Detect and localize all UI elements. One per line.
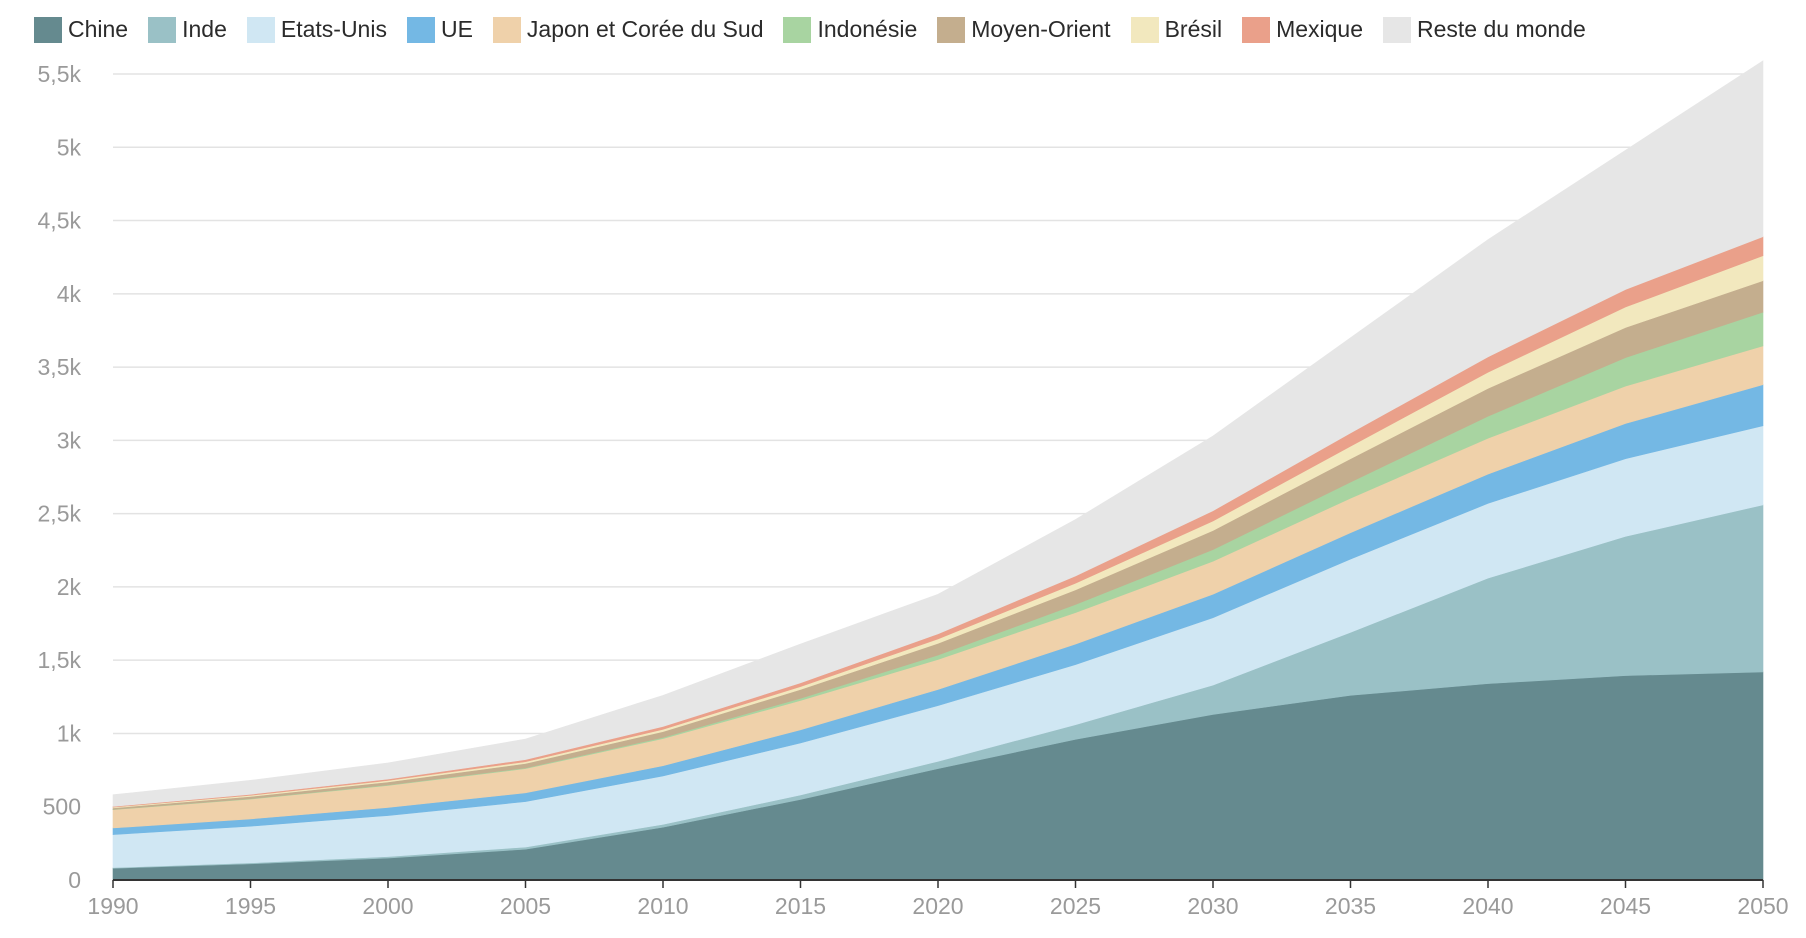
x-tick-label: 2000 [362,893,413,919]
legend-swatch-japon-coree [492,16,521,43]
legend-item-ue[interactable]: UE [406,16,473,43]
y-tick-label: 1,5k [38,647,82,673]
x-tick-label: 1990 [87,893,138,919]
y-tick-label: 1k [57,720,82,746]
legend-item-etats-unis[interactable]: Etats-Unis [246,16,387,43]
y-tick-label: 5,5k [38,61,82,87]
y-axis: 0 500 1k 1,5k 2k 2,5k 3k 3,5k 4k 4,5k 5k 5,5k [38,61,82,893]
x-tick-label: 2025 [1050,893,1101,919]
legend-swatch-inde [148,16,177,43]
legend-item-moyen-orient[interactable]: Moyen-Orient [937,16,1111,43]
x-tick-label: 2045 [1600,893,1651,919]
legend-label-etats-unis: Etats-Unis [280,16,387,42]
legend-swatch-ue [406,16,435,43]
x-tick-label: 2030 [1187,893,1238,919]
legend-item-indonesie[interactable]: Indonésie [783,16,917,43]
legend-label-mexique: Mexique [1276,16,1364,42]
legend-item-bresil[interactable]: Brésil [1130,16,1223,43]
x-tick-label: 1995 [225,893,276,919]
legend-swatch-mexique [1242,16,1271,43]
legend-item-japon-coree[interactable]: Japon et Corée du Sud [492,16,764,43]
legend: Chine Inde Etats-Unis UE Japon et Corée … [34,16,1606,43]
legend-swatch-etats-unis [246,16,275,43]
legend-item-chine[interactable]: Chine [34,16,128,43]
y-tick-label: 4,5k [38,208,82,234]
legend-swatch-moyen-orient [937,16,966,43]
y-tick-label: 500 [43,794,81,820]
legend-label-inde: Inde [182,16,227,42]
legend-label-chine: Chine [68,16,129,42]
y-tick-label: 2,5k [38,501,82,527]
x-tick-label: 2010 [637,893,688,919]
y-tick-label: 5k [57,134,82,160]
y-tick-label: 3,5k [38,354,82,380]
x-tick-label: 2050 [1737,893,1788,919]
legend-label-indonesie: Indonésie [817,16,918,42]
x-tick-label: 2005 [500,893,551,919]
legend-item-inde[interactable]: Inde [148,16,227,43]
legend-item-reste-du-monde[interactable]: Reste du monde [1383,16,1586,43]
legend-label-moyen-orient: Moyen-Orient [971,16,1111,42]
legend-swatch-indonesie [783,16,812,43]
legend-label-japon-coree: Japon et Corée du Sud [526,16,764,42]
area-reste-du-monde[interactable] [112,60,1764,807]
x-tick-label: 2020 [912,893,963,919]
x-tick-label: 2035 [1325,893,1376,919]
x-tick-label: 2040 [1462,893,1513,919]
y-tick-label: 0 [68,867,81,893]
legend-label-reste-du-monde: Reste du monde [1417,16,1586,42]
y-tick-label: 2k [57,574,82,600]
legend-label-bresil: Brésil [1164,16,1223,42]
legend-swatch-bresil [1130,16,1159,43]
area-layers [112,60,1764,881]
x-tick-label: 2015 [775,893,826,919]
legend-swatch-chine [34,16,62,43]
legend-label-ue: UE [440,16,473,42]
legend-swatch-reste-du-monde [1383,16,1412,43]
legend-item-mexique[interactable]: Mexique [1242,16,1363,43]
y-tick-label: 3k [57,427,82,453]
y-tick-label: 4k [57,281,82,307]
x-axis: 1990 1995 2000 2005 2010 2015 2020 2025 2030 2035… [87,879,1789,919]
